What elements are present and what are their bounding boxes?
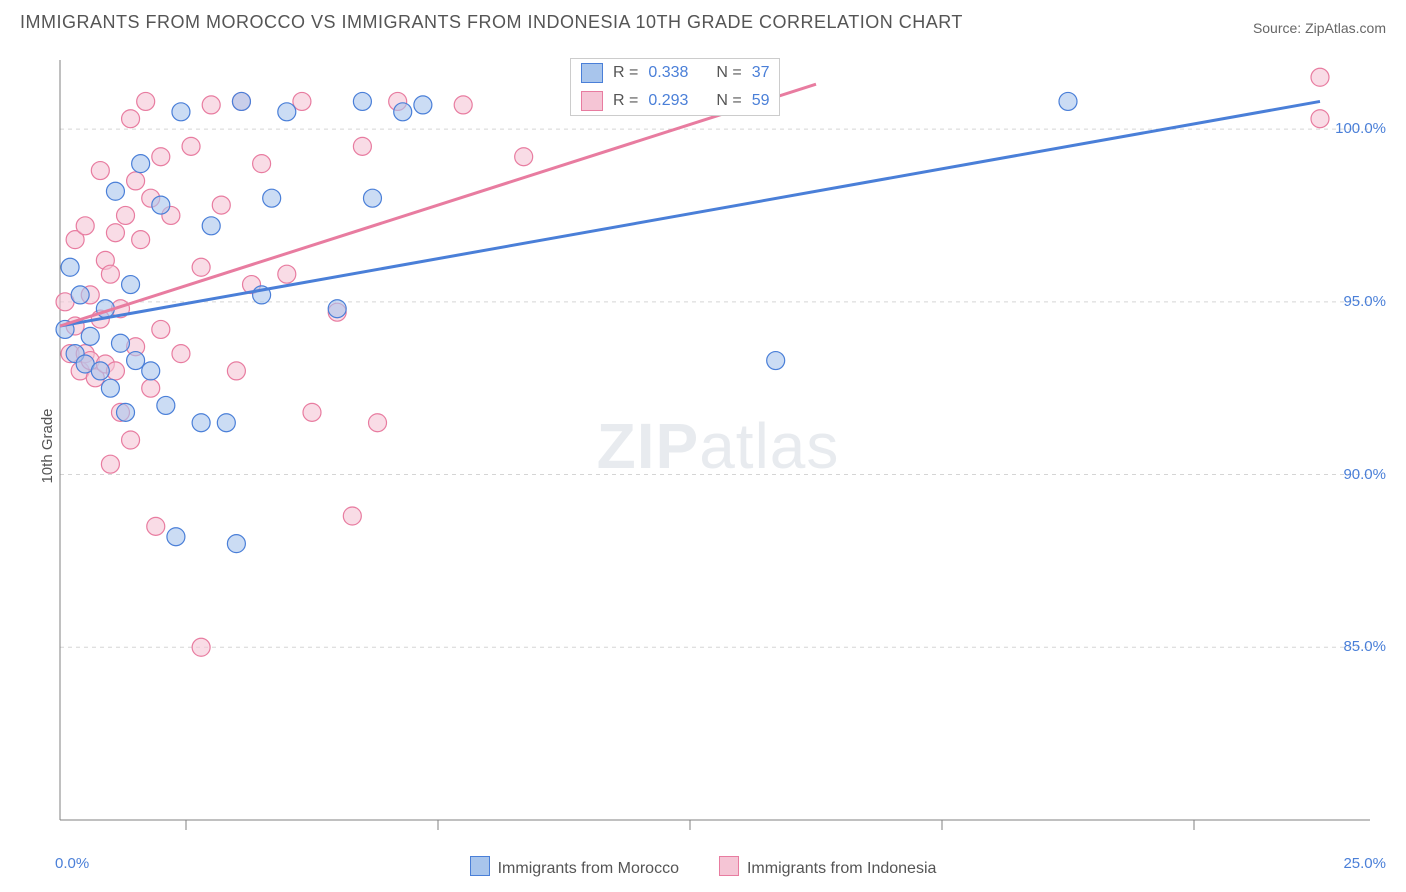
r-label: R = xyxy=(613,92,638,110)
source-label: Source: ZipAtlas.com xyxy=(1253,20,1386,36)
legend-label: Immigrants from Indonesia xyxy=(747,860,936,877)
r-value: 0.293 xyxy=(648,92,698,110)
legend-label: Immigrants from Morocco xyxy=(498,860,679,877)
correlation-legend: R = 0.338 N = 37 R = 0.293 N = 59 xyxy=(570,58,780,116)
r-label: R = xyxy=(613,64,638,82)
legend-swatch xyxy=(581,91,603,111)
y-tick-label: 90.0% xyxy=(1343,466,1386,483)
scatter-chart xyxy=(50,50,1386,842)
legend-row: R = 0.338 N = 37 xyxy=(571,59,779,87)
y-tick-label: 85.0% xyxy=(1343,638,1386,655)
series-legend: Immigrants from Morocco Immigrants from I… xyxy=(0,856,1406,878)
chart-container: ZIPatlas R = 0.338N = 37R = 0.293N = 59 … xyxy=(50,50,1386,842)
n-label: N = xyxy=(716,92,741,110)
chart-title: IMMIGRANTS FROM MOROCCO VS IMMIGRANTS FR… xyxy=(20,12,963,33)
legend-swatch xyxy=(581,63,603,83)
r-value: 0.338 xyxy=(648,64,698,82)
legend-swatch xyxy=(470,856,490,876)
n-value: 37 xyxy=(752,64,770,82)
n-value: 59 xyxy=(752,92,770,110)
legend-item: Immigrants from Indonesia xyxy=(719,856,936,878)
y-tick-label: 100.0% xyxy=(1335,120,1386,137)
legend-item: Immigrants from Morocco xyxy=(470,856,679,878)
legend-swatch xyxy=(719,856,739,876)
n-label: N = xyxy=(716,64,741,82)
legend-row: R = 0.293 N = 59 xyxy=(571,87,779,115)
y-tick-label: 95.0% xyxy=(1343,293,1386,310)
